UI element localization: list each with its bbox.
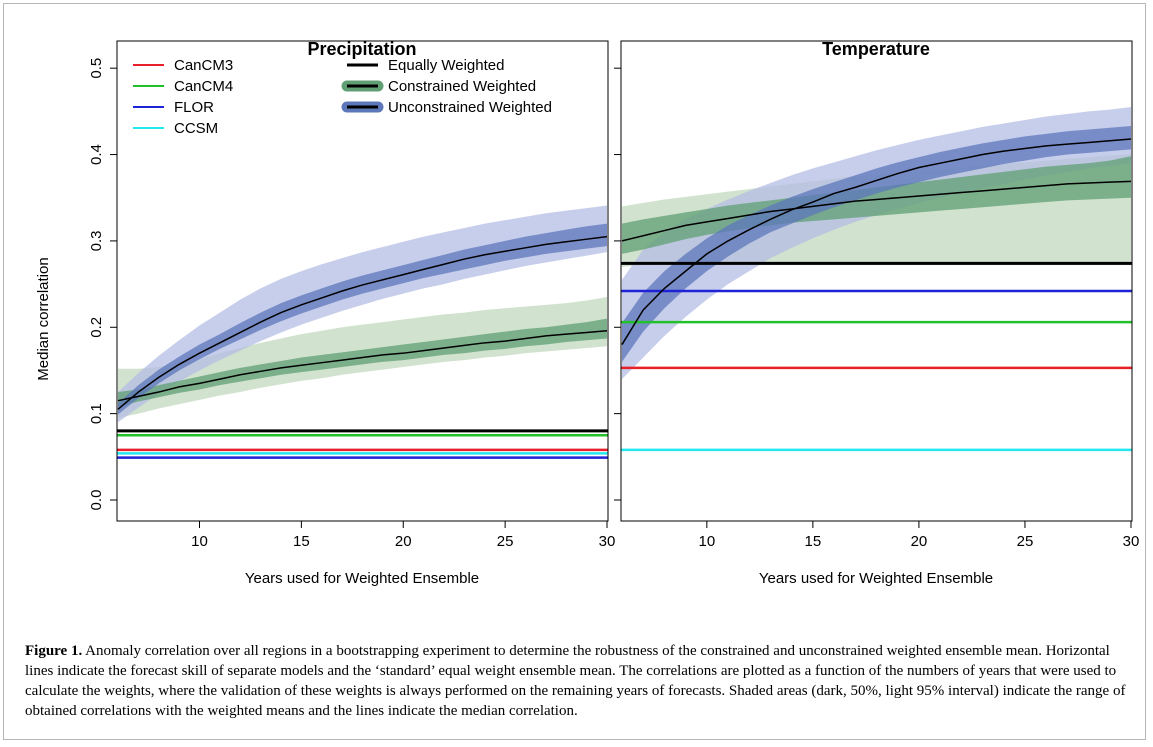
precipitation-plot-area: 10 15 20 25 30 0.0 0.1 0.2 0.3 0.4 0.5 [88,40,616,550]
legend-label: Equally Weighted [388,57,504,74]
unconstrained-median-line [621,138,1132,345]
y-tick-label: 0.4 [88,144,105,165]
plot-frame [116,40,609,522]
y-axis-label: Median correlation [35,257,52,380]
caption-label: Figure 1. [25,643,83,659]
precipitation-panel: Precipitation Median correlation Years u… [35,39,615,587]
figure-container: Precipitation Median correlation Years u… [3,3,1146,740]
legend-label: CanCM3 [174,57,233,74]
plot-frame [620,40,1133,522]
legend: CanCM3 CanCM4 FLOR CCSM Equally Weighted… [133,57,552,137]
panel-title: Temperature [822,39,930,59]
x-tick-label: 25 [1017,533,1034,550]
y-tick-label: 0.1 [88,403,105,424]
x-tick-label: 30 [599,533,616,550]
caption-text: Anomaly correlation over all regions in … [25,643,1126,719]
x-tick-label: 20 [395,533,412,550]
x-tick-label: 30 [1123,533,1140,550]
y-tick-label: 0.5 [88,58,105,79]
figure-charts: Precipitation Median correlation Years u… [35,39,1139,587]
legend-label: CanCM4 [174,78,233,95]
x-axis-label: Years used for Weighted Ensemble [245,570,479,587]
unconstrained-median-line [117,235,608,410]
legend-label: Unconstrained Weighted [388,99,552,116]
constrained-median-line [621,180,1132,242]
legend-label: Constrained Weighted [388,78,536,95]
y-tick-label: 0.0 [88,490,105,511]
temperature-plot-area: 10 15 20 25 30 [614,40,1140,550]
legend-label: CCSM [174,120,218,137]
y-tick-label: 0.2 [88,317,105,338]
panel-title: Precipitation [307,39,416,59]
x-tick-label: 10 [698,533,715,550]
x-axis-label: Years used for Weighted Ensemble [759,570,993,587]
x-tick-label: 25 [497,533,514,550]
y-tick-label: 0.3 [88,230,105,251]
x-tick-label: 15 [805,533,822,550]
temperature-panel: Temperature Years used for Weighted Ense… [614,39,1139,587]
constrained-median-line [117,329,608,402]
x-tick-label: 15 [293,533,310,550]
x-tick-label: 10 [191,533,208,550]
legend-label: FLOR [174,99,214,116]
constrained-50-band [118,318,607,407]
constrained-50-band [622,156,1131,254]
figure-caption: Figure 1. Anomaly correlation over all r… [25,641,1135,721]
x-tick-label: 20 [911,533,928,550]
